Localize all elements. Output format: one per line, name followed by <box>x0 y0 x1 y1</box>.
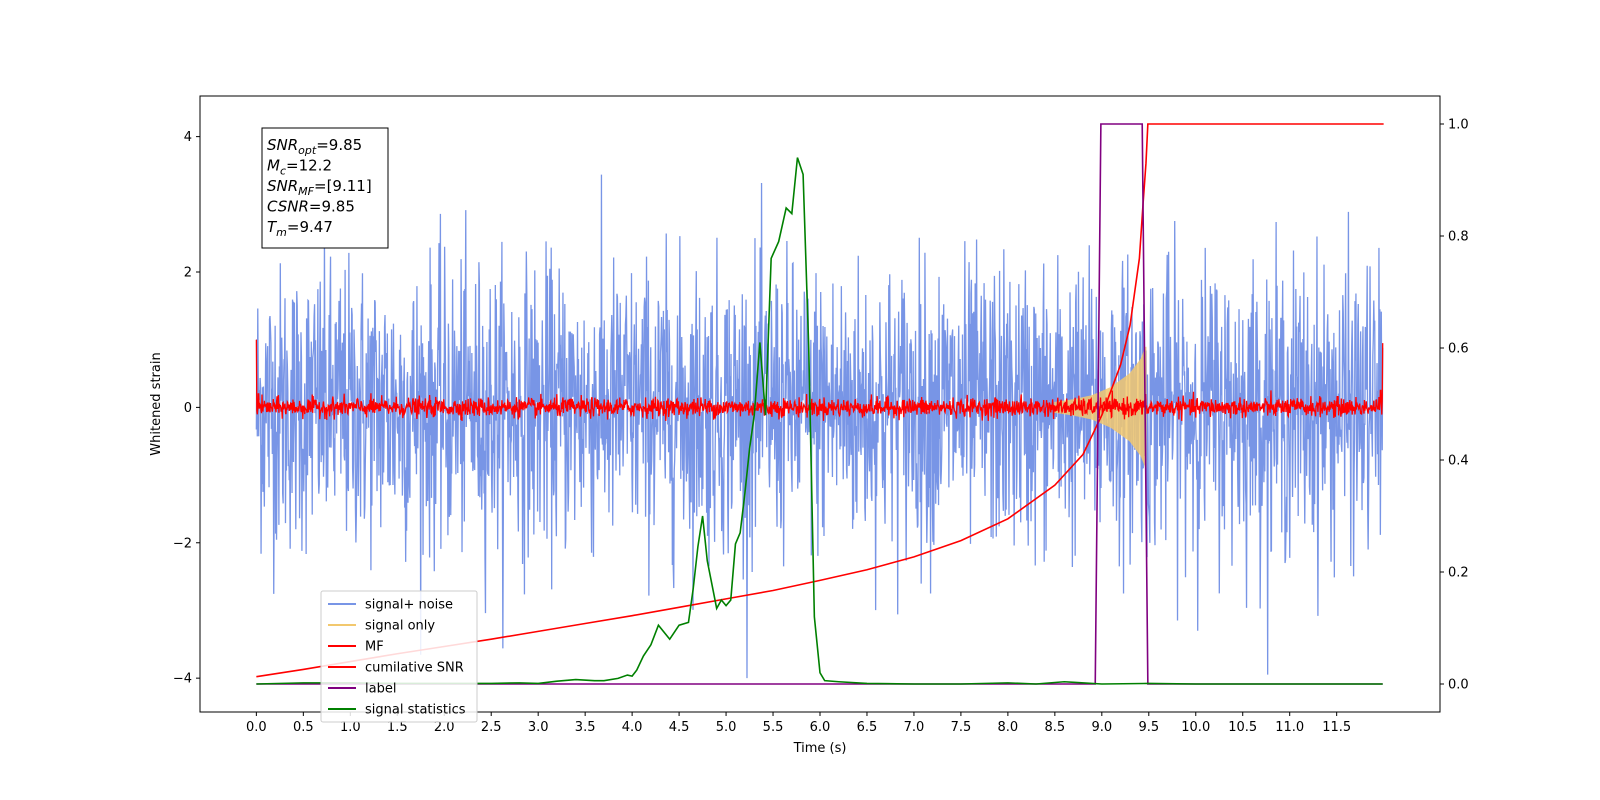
legend-entry: signal only <box>365 619 435 634</box>
x-tick-label: 0.5 <box>293 720 314 735</box>
left-y-axis-ticks: −4 −2 0 2 4 <box>173 130 200 687</box>
y-axis-label: Whitened strain <box>149 352 164 455</box>
legend-frame <box>320 590 478 723</box>
x-tick-label: 10.0 <box>1181 720 1210 735</box>
info-value: =9.47 <box>287 218 333 236</box>
info-symbol: M <box>267 157 280 175</box>
x-tick-label: 5.0 <box>716 720 737 735</box>
x-tick-label: 2.0 <box>434 720 455 735</box>
info-box: SNRopt=9.85Mc=12.2SNRMF=[9.11]CSNR=9.85T… <box>261 127 389 249</box>
info-symbol: SNR <box>267 136 298 154</box>
info-subscript: c <box>280 165 286 178</box>
y-tick-label: −4 <box>173 672 192 687</box>
info-subscript: opt <box>298 144 317 157</box>
y-tick-label: 4 <box>184 130 192 145</box>
right-y-tick-label: 1.0 <box>1448 118 1469 133</box>
legend-entry: signal+ noise <box>365 598 453 613</box>
x-tick-label: 9.0 <box>1091 720 1112 735</box>
info-subscript: m <box>276 226 287 239</box>
info-value: =[9.11] <box>314 177 372 195</box>
info-symbol: T <box>267 218 278 236</box>
x-tick-label: 0.0 <box>246 720 267 735</box>
info-box-line: Mc=12.2 <box>267 157 332 178</box>
info-symbol: SNR <box>267 177 298 195</box>
info-value: =9.85 <box>309 198 355 216</box>
x-tick-label: 3.5 <box>575 720 596 735</box>
right-y-tick-label: 0.6 <box>1448 342 1469 357</box>
right-y-axis-ticks: 0.0 0.2 0.4 0.6 0.8 1.0 <box>1440 118 1469 693</box>
right-y-tick-label: 0.2 <box>1448 566 1469 581</box>
info-subscript: MF <box>298 185 314 198</box>
legend: signal+ noise signal only MF cumilative SNR… <box>320 590 478 723</box>
x-axis-label: Time (s) <box>793 741 847 756</box>
info-box-line: CSNR=9.85 <box>267 198 355 216</box>
y-tick-label: 0 <box>184 401 192 416</box>
info-box-frame <box>261 127 389 249</box>
x-tick-label: 6.5 <box>857 720 878 735</box>
x-tick-label: 10.5 <box>1228 720 1257 735</box>
x-tick-label: 4.0 <box>622 720 643 735</box>
y-tick-label: −2 <box>173 536 192 551</box>
x-tick-label: 9.5 <box>1138 720 1159 735</box>
series-signal-statistics <box>256 157 1383 685</box>
info-box-line: SNRMF=[9.11] <box>267 177 372 198</box>
x-tick-label: 11.5 <box>1322 720 1351 735</box>
legend-entry: label <box>365 682 396 697</box>
right-y-tick-label: 0.0 <box>1448 678 1469 693</box>
x-tick-label: 5.5 <box>763 720 784 735</box>
right-y-tick-label: 0.8 <box>1448 230 1469 245</box>
x-tick-label: 1.5 <box>387 720 408 735</box>
x-tick-label: 7.5 <box>951 720 972 735</box>
x-axis-ticks: 0.0 0.5 1.0 1.5 2.0 2.5 3.0 3.5 4.0 4.5 5.0 5.5 6.0 6… <box>246 712 1351 735</box>
x-tick-label: 4.5 <box>669 720 690 735</box>
info-value: =12.2 <box>286 157 332 175</box>
info-box-line: Tm=9.47 <box>267 218 333 239</box>
info-box-line: SNRopt=9.85 <box>267 136 362 157</box>
x-tick-label: 2.5 <box>481 720 502 735</box>
x-tick-label: 11.0 <box>1275 720 1304 735</box>
x-tick-label: 1.0 <box>340 720 361 735</box>
right-y-tick-label: 0.4 <box>1448 454 1469 469</box>
legend-entry: cumilative SNR <box>365 661 464 676</box>
x-tick-label: 6.0 <box>810 720 831 735</box>
x-tick-label: 8.5 <box>1045 720 1066 735</box>
info-value: =9.85 <box>316 136 362 154</box>
info-symbol: CSNR <box>267 198 309 216</box>
x-tick-label: 8.0 <box>998 720 1019 735</box>
x-tick-label: 3.0 <box>528 720 549 735</box>
legend-entry: MF <box>365 640 384 655</box>
x-tick-label: 7.0 <box>904 720 925 735</box>
series-mf <box>255 339 1384 421</box>
legend-entry: signal statistics <box>365 703 466 718</box>
y-tick-label: 2 <box>184 266 192 281</box>
